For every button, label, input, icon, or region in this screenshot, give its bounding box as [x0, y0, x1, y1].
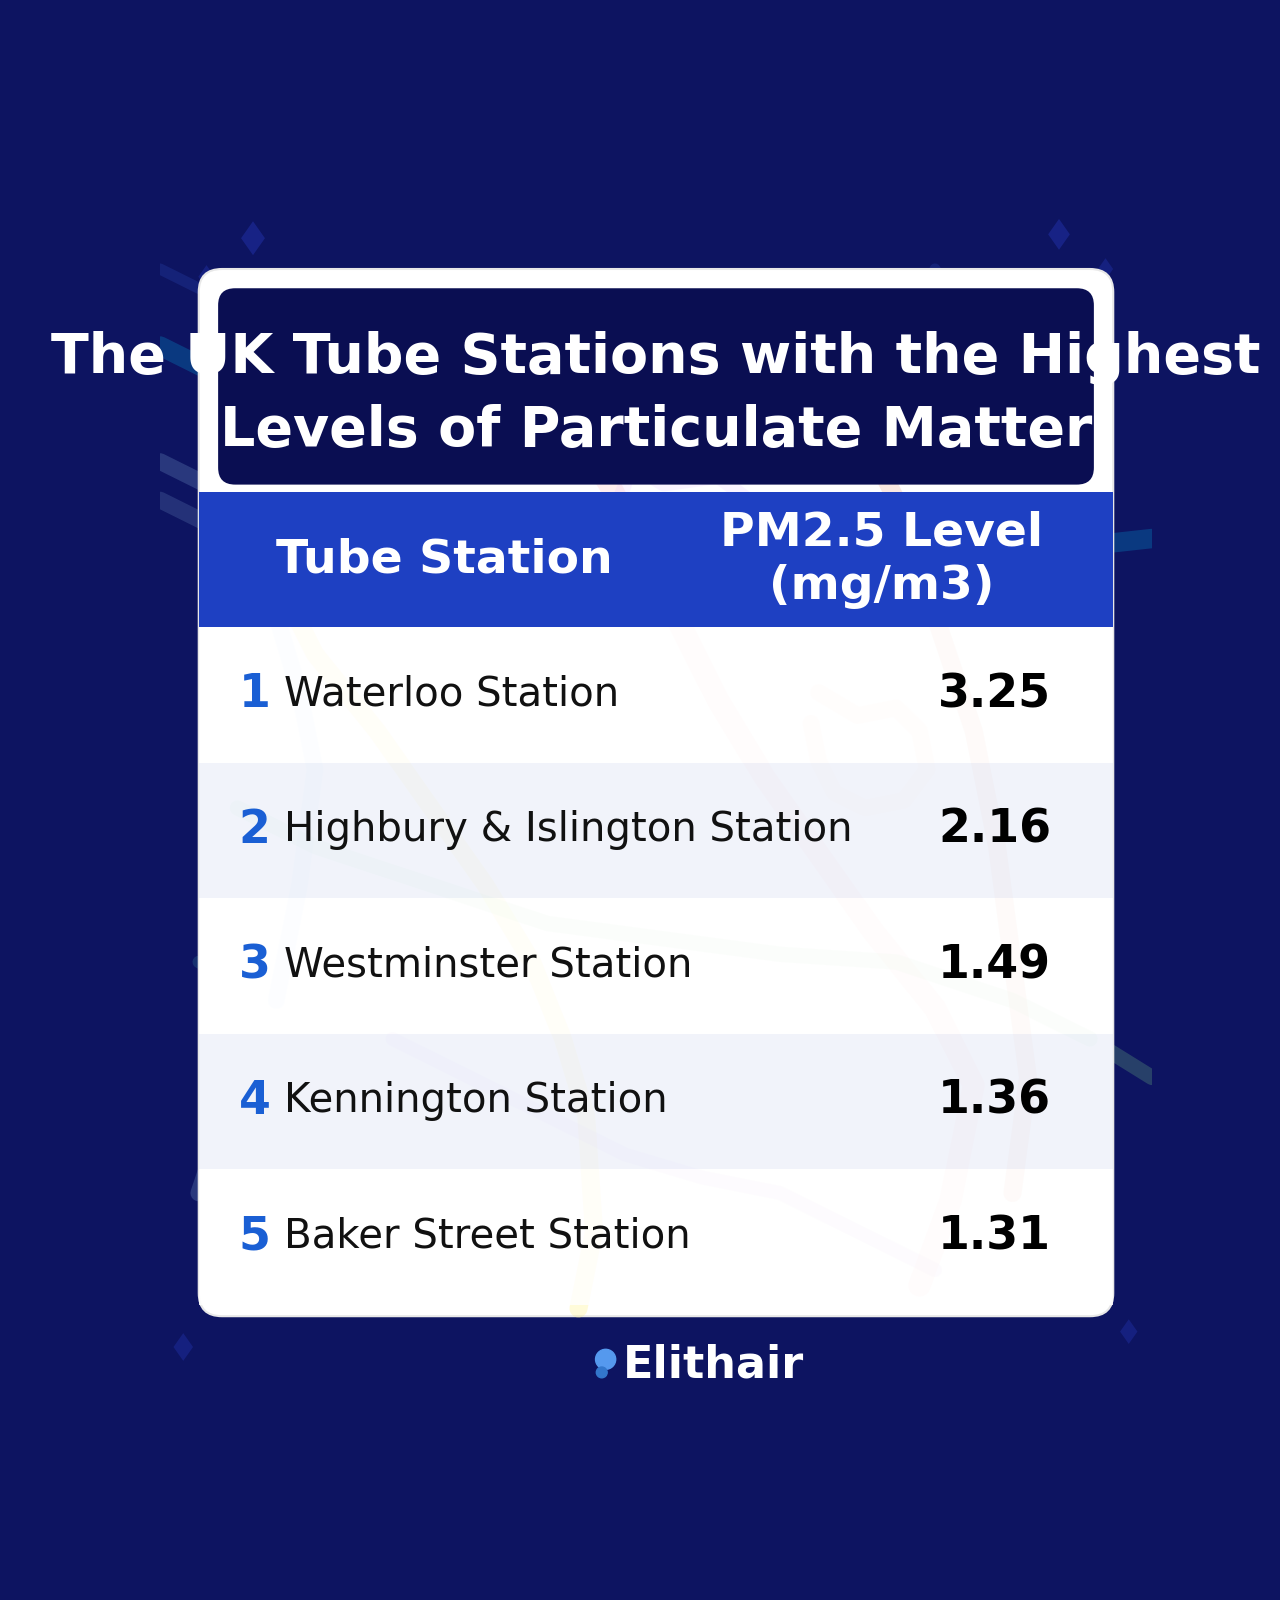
- Text: 1.49: 1.49: [938, 944, 1051, 989]
- Text: 2.16: 2.16: [938, 808, 1051, 853]
- Text: 1: 1: [238, 672, 270, 717]
- Text: 3.25: 3.25: [938, 672, 1051, 717]
- Text: 1.36: 1.36: [938, 1078, 1051, 1123]
- Text: The UK Tube Stations with the Highest: The UK Tube Stations with the Highest: [51, 331, 1261, 384]
- Text: Waterloo Station: Waterloo Station: [284, 675, 620, 715]
- Circle shape: [595, 1349, 616, 1370]
- Text: Tube Station: Tube Station: [276, 538, 613, 582]
- Text: 3: 3: [238, 944, 270, 989]
- FancyBboxPatch shape: [198, 493, 1114, 627]
- Polygon shape: [1048, 219, 1070, 250]
- Polygon shape: [174, 1333, 193, 1362]
- FancyBboxPatch shape: [198, 898, 1114, 1034]
- FancyBboxPatch shape: [198, 269, 1114, 1317]
- Text: 5: 5: [238, 1214, 270, 1259]
- Text: Baker Street Station: Baker Street Station: [284, 1218, 691, 1258]
- Text: PM2.5 Level
(mg/m3): PM2.5 Level (mg/m3): [721, 510, 1043, 610]
- Circle shape: [596, 1366, 607, 1378]
- Text: Elithair: Elithair: [622, 1344, 804, 1387]
- Polygon shape: [198, 266, 215, 288]
- Polygon shape: [241, 221, 265, 254]
- Text: Levels of Particulate Matter: Levels of Particulate Matter: [220, 403, 1092, 458]
- Text: Westminster Station: Westminster Station: [284, 946, 692, 986]
- FancyBboxPatch shape: [198, 1170, 1114, 1304]
- Polygon shape: [1120, 1320, 1138, 1344]
- FancyBboxPatch shape: [198, 1034, 1114, 1170]
- Polygon shape: [1098, 258, 1114, 280]
- FancyBboxPatch shape: [198, 763, 1114, 898]
- Text: 1.31: 1.31: [938, 1214, 1051, 1259]
- FancyBboxPatch shape: [198, 627, 1114, 763]
- Text: 4: 4: [238, 1078, 270, 1123]
- Text: Kennington Station: Kennington Station: [284, 1082, 668, 1122]
- Text: Highbury & Islington Station: Highbury & Islington Station: [284, 810, 852, 850]
- FancyBboxPatch shape: [218, 288, 1094, 485]
- Text: 2: 2: [238, 808, 270, 853]
